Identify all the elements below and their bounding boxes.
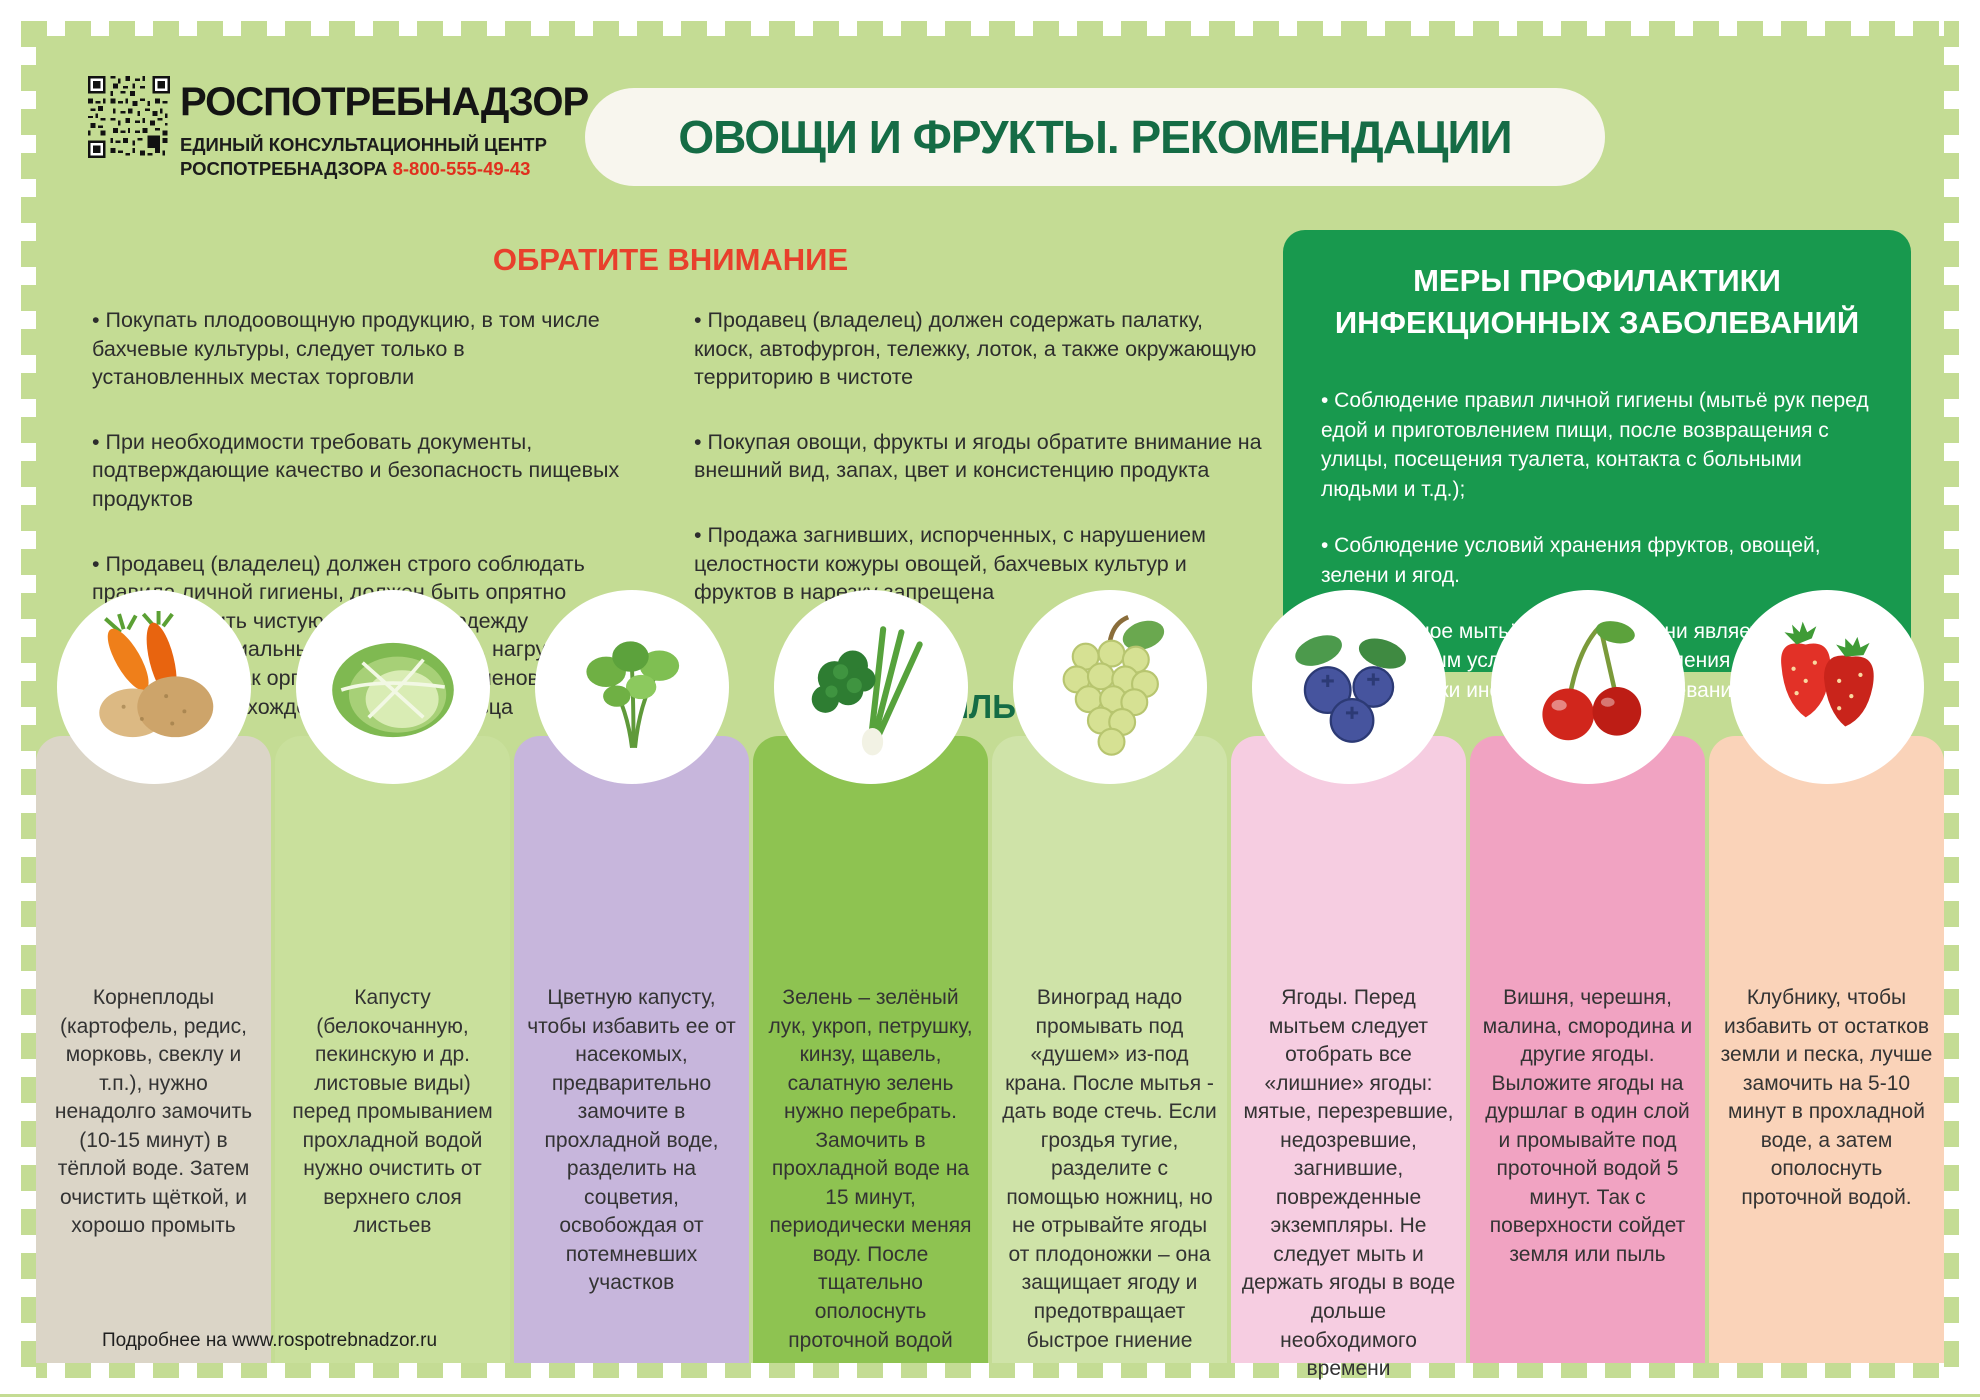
card-strawberries: Клубнику, чтобы избавить от остатков зем… bbox=[1709, 736, 1944, 1363]
card-greens: Зелень – зелёный лук, укроп, петрушку, к… bbox=[753, 736, 988, 1363]
attention-bullet: • Продавец (владелец) должен содержать п… bbox=[694, 308, 1257, 390]
cabbage-icon bbox=[331, 642, 454, 738]
attention-bullet: • Покупать плодоовощную продукцию, в том… bbox=[92, 308, 600, 390]
greens-photo bbox=[773, 590, 968, 784]
prevention-bullet: • Соблюдение условий хранения фруктов, о… bbox=[1321, 533, 1821, 587]
cauliflower-photo bbox=[534, 590, 729, 784]
stamp-border-left bbox=[21, 21, 36, 1378]
qr-code-icon bbox=[88, 76, 170, 162]
card-root-vegetables: Корнеплоды (картофель, редис, морковь, с… bbox=[36, 736, 271, 1363]
card-text-greens: Зелень – зелёный лук, укроп, петрушку, к… bbox=[768, 986, 973, 1352]
attention-heading: ОБРАТИТЕ ВНИМАНИЕ bbox=[492, 242, 849, 277]
bottom-edge-line bbox=[0, 1394, 1980, 1397]
card-text-root-vegetables: Корнеплоды (картофель, редис, морковь, с… bbox=[54, 986, 253, 1238]
stamp-border-bottom bbox=[21, 1363, 1959, 1378]
card-cauliflower: Цветную капусту, чтобы избавить ее от на… bbox=[514, 736, 749, 1363]
brand-name: РОСПОТРЕБНАДЗОР bbox=[180, 80, 589, 124]
attention-bullet: • Покупая овощи, фрукты и ягоды обратите… bbox=[694, 429, 1262, 483]
brand-block: РОСПОТРЕБНАДЗОР ЕДИНЫЙ КОНСУЛЬТАЦИОННЫЙ … bbox=[180, 80, 589, 181]
strawberries-photo bbox=[1729, 590, 1924, 784]
cherries-icon bbox=[1541, 621, 1641, 741]
blueberries-icon bbox=[1294, 635, 1406, 743]
card-grapes: Виноград надо промывать под «душем» из-п… bbox=[992, 736, 1227, 1363]
washing-columns: Корнеплоды (картофель, редис, морковь, с… bbox=[36, 590, 1944, 1380]
poster-title-banner: ОВОЩИ И ФРУКТЫ. РЕКОМЕНДАЦИИ bbox=[585, 88, 1605, 186]
card-text-cauliflower: Цветную капусту, чтобы избавить ее от на… bbox=[527, 986, 736, 1295]
card-text-cabbage: Капусту (белокочанную, пекинскую и др. л… bbox=[292, 986, 493, 1238]
column-strawberries: Клубнику, чтобы избавить от остатков зем… bbox=[1709, 590, 1944, 1363]
sprouts-icon bbox=[585, 641, 679, 749]
stamp-border-top bbox=[21, 21, 1959, 36]
carrots-potatoes-icon bbox=[98, 611, 213, 738]
poster-title: ОВОЩИ И ФРУКТЫ. РЕКОМЕНДАЦИИ bbox=[678, 111, 1512, 163]
grapes-photo bbox=[1012, 590, 1207, 784]
attention-bullet: • При необходимости требовать документы,… bbox=[92, 429, 620, 511]
cabbage-photo bbox=[295, 590, 490, 784]
card-text-strawberries: Клубнику, чтобы избавить от остатков зем… bbox=[1720, 986, 1933, 1209]
attention-bullet: • Продажа загнивших, испорченных, с нару… bbox=[694, 522, 1206, 605]
cherries-photo bbox=[1490, 590, 1685, 784]
column-cabbage: Капусту (белокочанную, пекинскую и др. л… bbox=[275, 590, 510, 1363]
brand-subtitle-line1: ЕДИНЫЙ КОНСУЛЬТАЦИОННЫЙ ЦЕНТР bbox=[180, 134, 547, 155]
attention-column-2: • Продавец (владелец) должен содержать п… bbox=[694, 306, 1262, 757]
column-cherries: Вишня, черешня, малина, смородина и друг… bbox=[1470, 590, 1705, 1363]
brand-subtitle-org: РОСПОТРЕБНАДЗОРА bbox=[180, 158, 388, 180]
column-grapes: Виноград надо промывать под «душем» из-п… bbox=[992, 590, 1227, 1363]
prevention-title: МЕРЫ ПРОФИЛАКТИКИ ИНФЕКЦИОННЫХ ЗАБОЛЕВАН… bbox=[1334, 263, 1860, 340]
stamp-border-right bbox=[1944, 21, 1959, 1378]
green-onion-broccoli-icon bbox=[811, 626, 923, 756]
strawberries-icon bbox=[1780, 621, 1874, 727]
card-text-grapes: Виноград надо промывать под «душем» из-п… bbox=[1002, 986, 1217, 1352]
column-greens: Зелень – зелёный лук, укроп, петрушку, к… bbox=[753, 590, 988, 1363]
brand-subtitle-line2: РОСПОТРЕБНАДЗОРА 8-800-555-49-43 bbox=[180, 157, 588, 181]
blueberries-photo bbox=[1251, 590, 1446, 784]
grapes-icon bbox=[1062, 614, 1164, 756]
column-berries: Ягоды. Перед мытьем следует отобрать все… bbox=[1231, 590, 1466, 1380]
column-cauliflower: Цветную капусту, чтобы избавить ее от на… bbox=[514, 590, 749, 1363]
hotline-phone: 8-800-555-49-43 bbox=[392, 158, 531, 180]
footer-note: Подробнее на www.rospotrebnadzor.ru bbox=[102, 1330, 438, 1351]
card-text-berries: Ягоды. Перед мытьем следует отобрать все… bbox=[1241, 986, 1456, 1381]
card-cherries: Вишня, черешня, малина, смородина и друг… bbox=[1470, 736, 1705, 1363]
card-berries: Ягоды. Перед мытьем следует отобрать все… bbox=[1231, 736, 1466, 1380]
column-root-vegetables: Корнеплоды (картофель, редис, морковь, с… bbox=[36, 590, 271, 1363]
prevention-bullet: • Соблюдение правил личной гигиены (мыть… bbox=[1321, 388, 1869, 502]
brand-subtitle: ЕДИНЫЙ КОНСУЛЬТАЦИОННЫЙ ЦЕНТР РОСПОТРЕБН… bbox=[180, 133, 588, 181]
root-vegetables-photo bbox=[56, 590, 251, 784]
card-text-cherries: Вишня, черешня, малина, смородина и друг… bbox=[1482, 986, 1693, 1266]
card-cabbage: Капусту (белокочанную, пекинскую и др. л… bbox=[275, 736, 510, 1363]
